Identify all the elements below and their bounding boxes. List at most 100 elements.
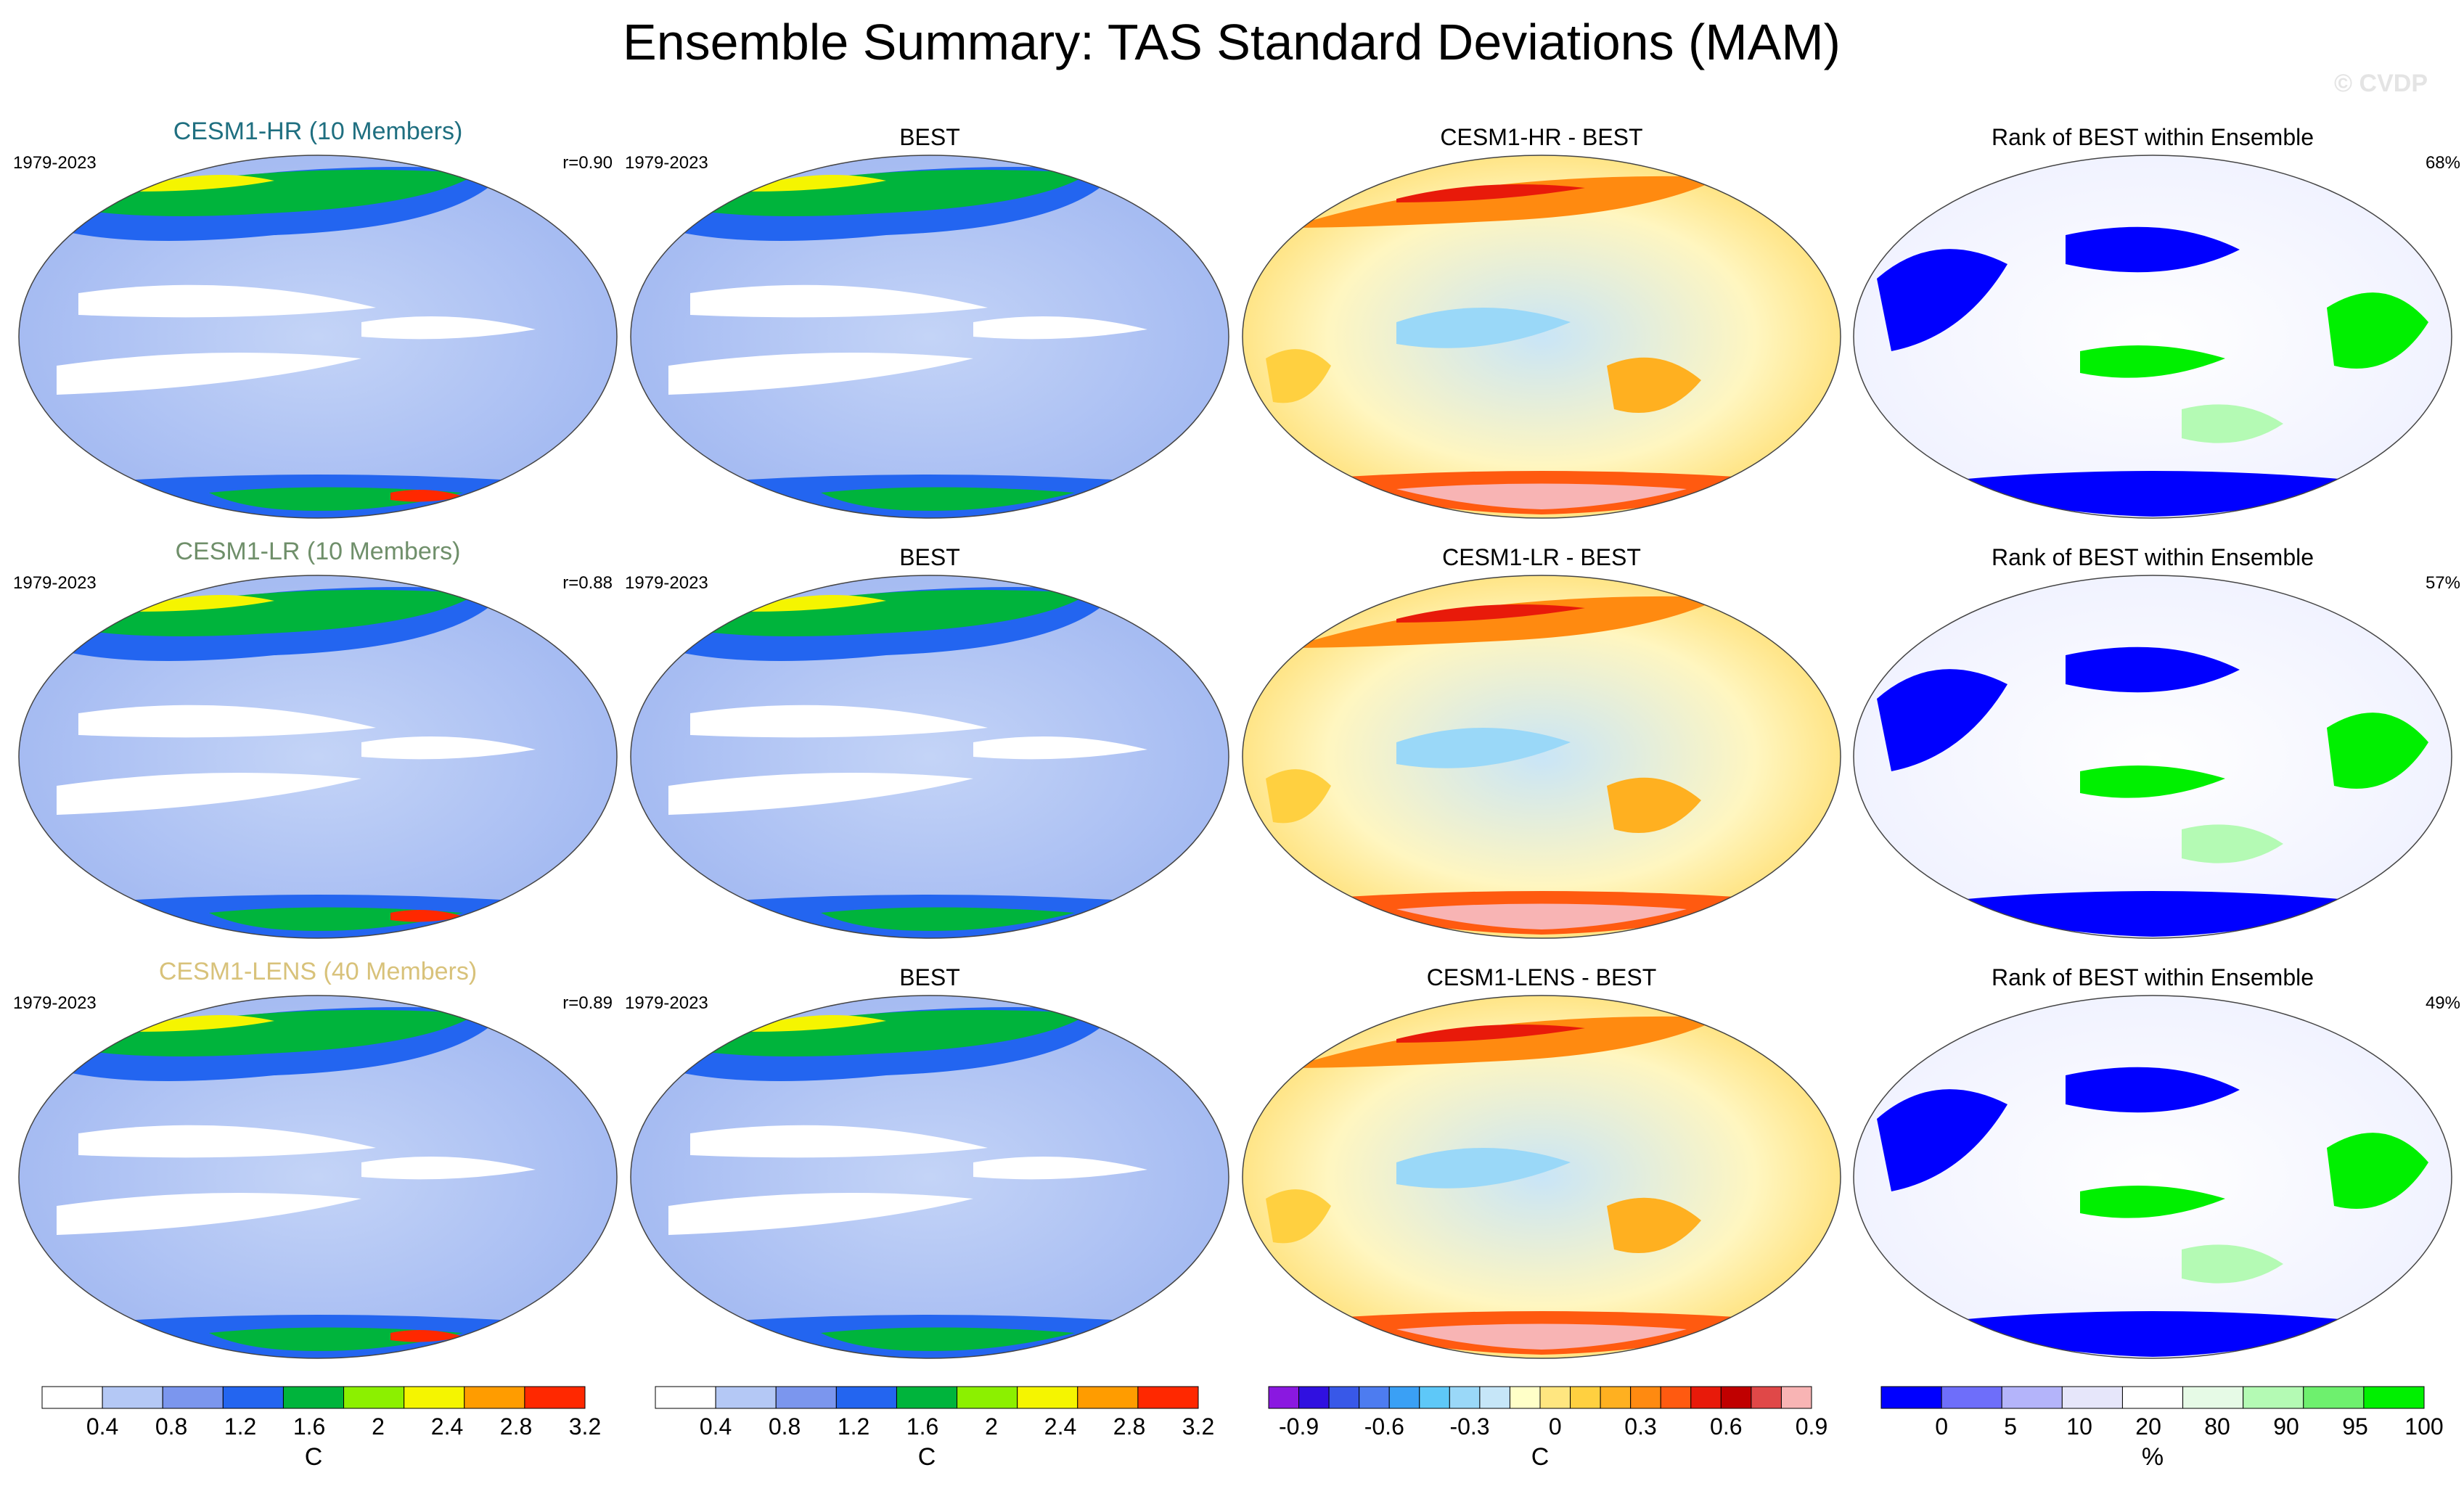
pattern-correlation: r=0.90	[562, 153, 613, 173]
map-field-patch	[361, 1157, 536, 1180]
colorbar-swatch	[222, 1386, 284, 1409]
map-field-patch	[1935, 471, 2370, 517]
map-field-patch	[690, 170, 1089, 216]
obs-map-panel: BEST 1979-2023	[625, 964, 1229, 1359]
map-fill	[1243, 575, 1841, 938]
map-field-patch	[2182, 404, 2283, 443]
map-field-patch	[2066, 646, 2240, 693]
colorbar-tick-label: 0	[1935, 1413, 1948, 1440]
colorbar-tick-label: 2.8	[1113, 1413, 1145, 1440]
colorbar-swatch	[2243, 1386, 2304, 1409]
map-border	[1242, 575, 1841, 939]
period-label: 1979-2023	[13, 573, 97, 593]
panel-row-2: CESM1-LR (10 Members) 1979-2023 r=0.88 BEST…	[13, 538, 2460, 939]
pattern-correlation: r=0.89	[562, 993, 613, 1013]
colorbar-swatch	[162, 1386, 224, 1409]
map-field-patch	[390, 910, 463, 922]
map-field-patch	[1396, 308, 1571, 348]
colorbar-tick-label: 95	[2342, 1413, 2368, 1440]
colorbar-swatch	[102, 1386, 163, 1409]
colorbar-tick-label: 100	[2404, 1413, 2443, 1440]
map-border	[18, 575, 618, 939]
rank-title: Rank of BEST within Ensemble	[1992, 124, 2314, 150]
map-field-patch	[1266, 1189, 1331, 1244]
map-border	[630, 575, 1229, 939]
colorbar-swatch	[1359, 1386, 1390, 1409]
rank-title: Rank of BEST within Ensemble	[1992, 544, 2314, 570]
colorbar-tick-label: 2.4	[431, 1413, 463, 1440]
map-field-patch	[2182, 1244, 2283, 1284]
map-field-patch	[1396, 728, 1571, 768]
map-field-patch	[1396, 1148, 1571, 1189]
colorbar-swatch	[1780, 1386, 1812, 1409]
map-fill	[19, 996, 617, 1358]
colorbar-tick-label: 0.9	[1796, 1413, 1827, 1440]
pattern-correlation: r=0.88	[562, 573, 613, 593]
map-field-patch	[973, 736, 1147, 760]
map-border	[630, 995, 1229, 1359]
difference-map-panel: CESM1-LENS - BEST	[1242, 964, 1841, 1359]
colorbar-swatch	[2061, 1386, 2123, 1409]
map-field-patch	[390, 490, 463, 502]
model-map-panel: CESM1-HR (10 Members) 1979-2023 r=0.90	[13, 118, 618, 519]
colorbar-tick-label: -0.9	[1279, 1413, 1319, 1440]
colorbar-tick-label: 0.4	[86, 1413, 118, 1440]
colorbar-swatch	[1268, 1386, 1300, 1409]
map-field-patch	[1288, 1016, 1723, 1068]
colorbar-swatch	[1630, 1386, 1661, 1409]
map-field-patch	[690, 1125, 988, 1158]
panel-row-3: CESM1-LENS (40 Members) 1979-2023 r=0.89 BE…	[13, 958, 2460, 1359]
map-field-patch	[57, 773, 361, 815]
obs-period-label: 1979-2023	[625, 993, 708, 1013]
map-field-patch	[668, 1193, 973, 1235]
colorbar-swatch	[1600, 1386, 1632, 1409]
colorbar-swatch	[835, 1386, 897, 1409]
colorbar-std-dev-obs: 0.4 0.8 1.2 1.6 2 2.4 2.8 3.2 C	[655, 1386, 1214, 1471]
map-field-patch	[390, 1330, 463, 1342]
period-label: 1979-2023	[13, 993, 97, 1013]
panel-grid: CESM1-HR (10 Members) 1979-2023 r=0.90 BEST…	[13, 118, 2460, 1359]
map-field-patch	[690, 1010, 1089, 1056]
map-fill	[1854, 155, 2452, 518]
colorbar-tick-label: 3.2	[569, 1413, 601, 1440]
map-field-patch	[1266, 349, 1331, 403]
colorbar-tick-label: -0.6	[1364, 1413, 1404, 1440]
map-field-patch	[2080, 345, 2225, 378]
colorbar-tick-label: 80	[2204, 1413, 2230, 1440]
map-field-patch	[2066, 1067, 2240, 1113]
colorbar-swatch	[1539, 1386, 1571, 1409]
colorbar-tick-label: 1.6	[293, 1413, 325, 1440]
colorbar-swatch	[655, 1386, 716, 1409]
map-field-patch	[78, 1010, 478, 1056]
colorbar-tick-label: 0.8	[155, 1413, 187, 1440]
colorbar-swatch	[2363, 1386, 2425, 1409]
map-field-patch	[1607, 357, 1701, 413]
colorbar-tick-label: 2	[985, 1413, 998, 1440]
colorbar-unit: C	[1531, 1443, 1550, 1471]
map-field-patch	[1266, 769, 1331, 824]
obs-map-panel: BEST 1979-2023	[625, 124, 1229, 519]
colorbar-tick-label: 90	[2273, 1413, 2299, 1440]
colorbar-swatch	[1479, 1386, 1510, 1409]
colorbar-tick-label: 3.2	[1182, 1413, 1214, 1440]
obs-period-label: 1979-2023	[625, 573, 708, 593]
map-fill	[1854, 996, 2452, 1358]
map-field-patch	[748, 595, 886, 612]
map-field-patch	[136, 595, 274, 612]
map-field-patch	[1288, 176, 1723, 228]
colorbar-swatch	[715, 1386, 777, 1409]
rank-map-panel: Rank of BEST within Ensemble 49%	[1853, 964, 2460, 1359]
colorbar-swatch	[343, 1386, 405, 1409]
rank-map-panel: Rank of BEST within Ensemble 57%	[1853, 544, 2460, 939]
colorbar-swatch	[1509, 1386, 1541, 1409]
difference-title: CESM1-LR - BEST	[1442, 544, 1641, 570]
obs-period-label: 1979-2023	[625, 153, 708, 173]
map-fill	[1854, 575, 2452, 938]
map-field-patch	[361, 736, 536, 760]
colorbar-swatch	[1328, 1386, 1360, 1409]
map-border	[630, 155, 1229, 519]
colorbar-swatch	[2121, 1386, 2184, 1409]
map-border	[1853, 155, 2452, 519]
colorbar-unit: C	[305, 1443, 323, 1471]
colorbar-tick-label: 0.3	[1624, 1413, 1656, 1440]
